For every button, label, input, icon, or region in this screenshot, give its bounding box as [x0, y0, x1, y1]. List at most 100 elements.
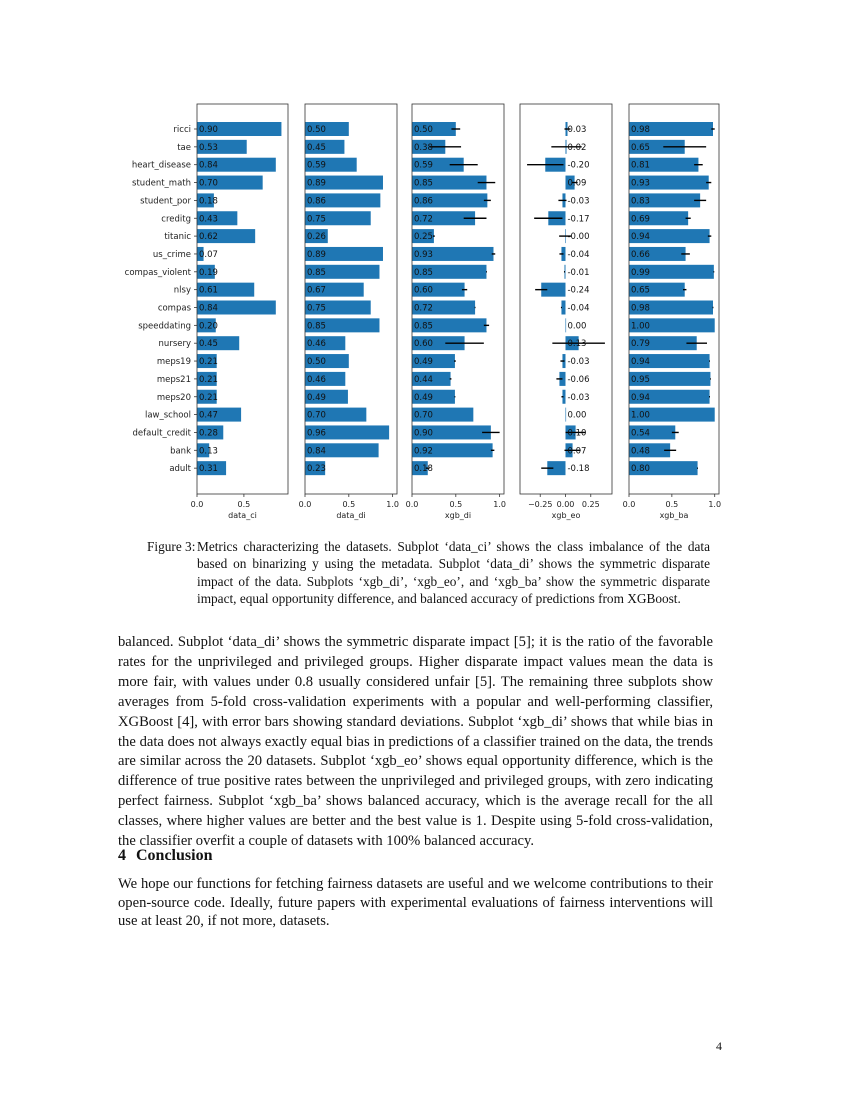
data-label: -0.17	[567, 214, 589, 224]
x-tick-label: 0.5	[342, 500, 355, 509]
bar-data_ci-meps19	[197, 354, 217, 369]
x-tick-label: 1.0	[708, 500, 721, 509]
x-tick-label: 1.0	[386, 500, 399, 509]
y-tick-label: meps21	[157, 375, 191, 385]
x-tick-label: 0.0	[191, 500, 204, 509]
bar-data_di-us_crime	[305, 246, 383, 261]
bar-xgb_ba-meps19	[629, 354, 710, 369]
data-label: 0.81	[631, 161, 650, 171]
paragraph-results: balanced. Subplot ‘data_di’ shows the sy…	[118, 634, 713, 850]
data-label: 0.61	[199, 286, 218, 296]
bar-xgb_ba-meps21	[629, 371, 711, 386]
data-label: 0.70	[307, 411, 326, 421]
data-label: 0.70	[199, 179, 218, 189]
data-label: -0.18	[567, 464, 589, 474]
bar-xgb_di-nursery	[412, 336, 465, 351]
data-label: 0.59	[414, 161, 433, 171]
bar-xgb_ba-compas	[629, 300, 713, 315]
y-tick-label: titanic	[164, 232, 191, 242]
data-label: 0.67	[307, 286, 326, 296]
bar-data_di-ricci	[305, 122, 349, 136]
data-label: 0.07	[199, 250, 218, 260]
y-tick-label: student_por	[140, 196, 191, 206]
bar-xgb_di-ricci	[412, 122, 456, 136]
data-label: 0.21	[199, 357, 218, 367]
bar-xgb_eo-student_math	[565, 175, 575, 190]
bar-xgb_ba-creditg	[629, 211, 689, 226]
bar-xgb_di-meps20	[412, 389, 455, 404]
data-label: 0.09	[567, 179, 586, 189]
axes-frame	[411, 103, 505, 495]
bar-data_di-creditg	[305, 211, 371, 226]
bar-data_di-law_school	[305, 407, 367, 422]
bar-data_ci-creditg	[197, 211, 238, 226]
bar-data_ci-nursery	[197, 336, 240, 351]
bar-data_ci-titanic	[197, 229, 256, 244]
bar-data_ci-ricci	[197, 122, 282, 136]
y-tick-label: speeddating	[138, 321, 191, 331]
bar-xgb_eo-meps20	[562, 389, 566, 404]
x-axis-label: data_ci	[228, 511, 257, 520]
paragraph-conclusion: We hope our functions for fetching fairn…	[118, 876, 713, 929]
data-label: 0.94	[631, 232, 650, 242]
bar-xgb_eo-compas	[561, 300, 566, 315]
data-label: 0.60	[414, 339, 433, 349]
y-tick-label: ricci	[173, 125, 191, 135]
bar-xgb_ba-tae	[629, 139, 685, 154]
data-label: 0.49	[414, 393, 433, 403]
data-label: -0.03	[567, 393, 589, 403]
bar-xgb_di-speeddating	[412, 318, 487, 333]
x-tick-label: 0.5	[665, 500, 678, 509]
axes-frame	[628, 103, 720, 495]
x-tick-label: 0.5	[449, 500, 462, 509]
bar-data_ci-meps21	[197, 371, 217, 386]
data-label: 0.79	[631, 339, 650, 349]
bar-xgb_di-default_credit	[412, 425, 491, 440]
data-label: 0.02	[567, 143, 586, 153]
data-label: 0.90	[199, 125, 218, 135]
y-tick-label: nlsy	[174, 286, 191, 296]
y-tick-label: bank	[170, 446, 191, 456]
data-label: 0.21	[199, 393, 218, 403]
data-label: 0.65	[631, 286, 650, 296]
bar-data_ci-law_school	[197, 407, 242, 422]
bar-data_ci-default_credit	[197, 425, 224, 440]
page-number: 4	[716, 1039, 722, 1053]
data-label: 0.85	[414, 268, 433, 278]
data-label: 0.85	[307, 321, 326, 331]
bar-xgb_di-student_por	[412, 193, 488, 208]
bar-xgb_eo-speeddating	[565, 318, 567, 333]
bar-xgb_di-compas_violent	[412, 264, 487, 279]
y-tick-label: student_math	[132, 179, 191, 189]
data-label: 0.95	[631, 375, 650, 385]
bar-data_di-meps19	[305, 354, 349, 369]
figure-caption: Figure 3: Metrics characterizing the dat…	[147, 538, 710, 608]
bar-xgb_di-meps19	[412, 354, 455, 369]
data-label: 0.47	[199, 411, 218, 421]
figure-3-chart: 0.90 0.53 0.84 0.70 0.18 0.43 0.62 0.07 0.19 0.61…	[125, 103, 721, 520]
data-label: 0.10	[567, 428, 586, 438]
bar-xgb_ba-us_crime	[629, 246, 686, 261]
data-label: 0.19	[199, 268, 218, 278]
data-label: 0.75	[307, 214, 326, 224]
bar-xgb_di-bank	[412, 443, 493, 458]
data-label: 0.03	[567, 125, 586, 135]
data-label: 0.50	[307, 125, 326, 135]
data-label: 0.07	[567, 446, 586, 456]
data-label: 0.13	[199, 446, 218, 456]
data-label: 0.89	[307, 250, 326, 260]
data-label: 0.45	[307, 143, 326, 153]
axes-frame	[196, 103, 289, 495]
y-tick-label: meps19	[157, 357, 191, 367]
bar-data_ci-tae	[197, 139, 247, 154]
bar-xgb_ba-law_school	[629, 407, 715, 422]
data-label: 0.59	[307, 161, 326, 171]
axes-frame	[304, 103, 398, 495]
x-tick-label: 1.0	[493, 500, 506, 509]
data-label: 0.83	[631, 196, 650, 206]
x-axis-label: xgb_ba	[660, 511, 689, 520]
data-label: 0.44	[414, 375, 433, 385]
bar-data_di-meps20	[305, 389, 348, 404]
data-label: 1.00	[631, 411, 650, 421]
bar-xgb_ba-adult	[629, 461, 698, 476]
